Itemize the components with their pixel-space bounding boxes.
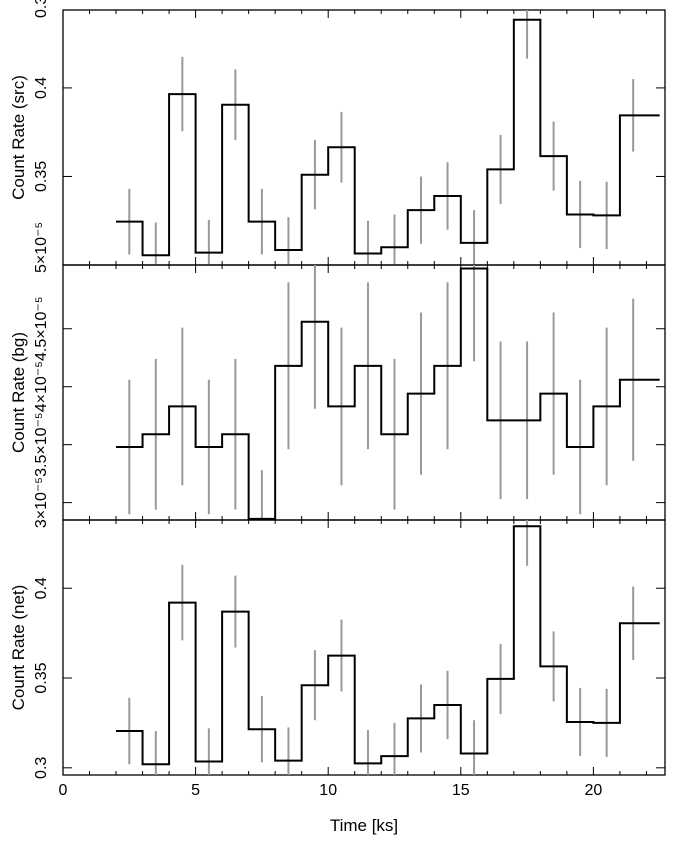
x-tick-label: 0 xyxy=(59,782,68,799)
y-tick-label: 0.3 xyxy=(33,757,50,779)
y-tick-label: 0.4 xyxy=(33,77,50,99)
series-step-line xyxy=(116,18,660,257)
x-axis-label: Time [ks] xyxy=(330,816,398,835)
y-axis-label: Count Rate (src) xyxy=(9,75,28,200)
y-axis-label: Count Rate (net) xyxy=(9,585,28,711)
y-tick-label: 3.5×10⁻⁵ xyxy=(33,412,50,476)
x-tick-label: 10 xyxy=(319,782,337,799)
plot-frame xyxy=(62,264,666,521)
y-tick-label: 4.5×10⁻⁵ xyxy=(33,297,50,361)
y-tick-label: 0.35 xyxy=(33,662,50,693)
y-tick-label-top: 5×10⁻⁵ xyxy=(33,222,50,273)
plot-frame xyxy=(62,9,666,266)
y-axis-label: Count Rate (bg) xyxy=(9,332,28,453)
x-tick-label: 15 xyxy=(452,782,470,799)
panel-net: 0.3 0.35 0.4 Count Rate (net) 0 5 10 15 20 Time [… xyxy=(9,519,666,835)
series-step-line xyxy=(116,525,660,766)
y-tick-label: 3×10⁻⁵ xyxy=(33,477,50,528)
x-tick-label: 5 xyxy=(191,782,200,799)
y-tick-label: 0.35 xyxy=(33,161,50,192)
panel-bg: 3×10⁻⁵3.5×10⁻⁵4×10⁻⁵4.5×10⁻⁵ 5×10⁻⁵ Count … xyxy=(9,222,666,528)
y-tick-label-top: 0.3 xyxy=(33,0,50,18)
y-tick-label: 4×10⁻⁵ xyxy=(33,361,50,412)
panel-src: 0.35 0.4 0.3 Count Rate (src) xyxy=(9,0,666,266)
x-tick-label: 20 xyxy=(584,782,602,799)
plot-frame xyxy=(62,519,666,776)
series-step-line xyxy=(116,267,660,520)
y-tick-label: 0.4 xyxy=(33,577,50,599)
